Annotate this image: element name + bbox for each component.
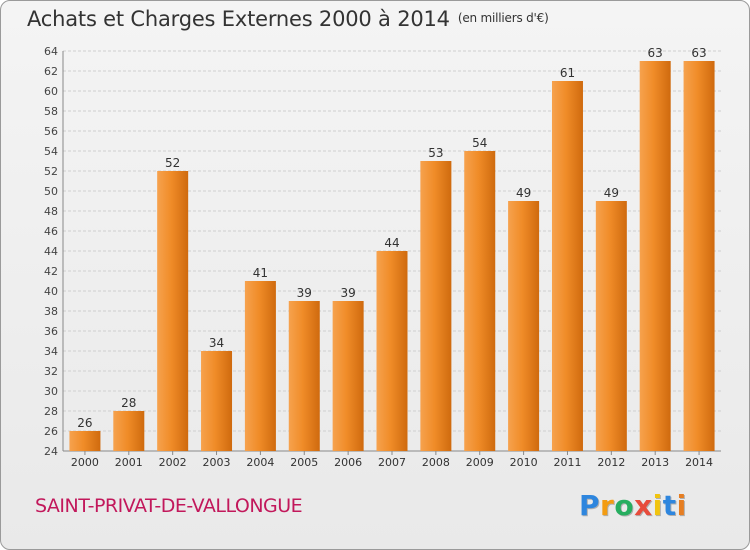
bar — [508, 201, 540, 451]
bar — [551, 81, 583, 451]
bar — [288, 301, 320, 451]
y-axis-ticks: 24 26 28 30 32 34 36 38 40 42 44 46 48 50 52 54 56 58 60 62… — [44, 45, 58, 458]
commune-name: SAINT-PRIVAT-DE-VALLONGUE — [35, 495, 303, 517]
y-tick-label: 24 — [44, 445, 58, 458]
logo-letter: r — [600, 489, 615, 522]
bar-value-label: 39 — [297, 286, 312, 300]
chart-title: Achats et Charges Externes 2000 à 2014 (e… — [27, 7, 549, 31]
y-tick-label: 64 — [44, 45, 58, 58]
bar-value-label: 49 — [604, 186, 619, 200]
y-tick-label: 58 — [44, 105, 58, 118]
y-tick-label: 36 — [44, 325, 58, 338]
y-tick-label: 54 — [44, 145, 58, 158]
x-tick-label: 2001 — [115, 456, 143, 469]
x-tick-label: 2009 — [466, 456, 494, 469]
logo-letter: t — [662, 489, 677, 522]
x-tick-label: 2012 — [597, 456, 625, 469]
bar-value-label: 44 — [384, 236, 399, 250]
y-tick-label: 32 — [44, 365, 58, 378]
value-labels: 26 28 52 34 41 39 39 44 53 54 49 61 49 63 63 — [77, 46, 706, 430]
bar-value-label: 63 — [691, 46, 706, 60]
y-tick-label: 52 — [44, 165, 58, 178]
y-tick-label: 40 — [44, 285, 58, 298]
bar-value-label: 63 — [648, 46, 663, 60]
y-tick-label: 34 — [44, 345, 58, 358]
chart-unit: (en milliers d'€) — [457, 11, 549, 25]
chart-title-text: Achats et Charges Externes 2000 à 2014 — [27, 7, 450, 31]
bar — [244, 281, 276, 451]
y-tick-label: 56 — [44, 125, 58, 138]
bar — [113, 411, 145, 451]
x-tick-label: 2011 — [553, 456, 581, 469]
x-tick-label: 2014 — [685, 456, 713, 469]
x-tick-label: 2010 — [510, 456, 538, 469]
bar — [332, 301, 364, 451]
y-tick-label: 50 — [44, 185, 58, 198]
bar — [683, 61, 715, 451]
y-tick-label: 44 — [44, 245, 58, 258]
bar-value-label: 53 — [428, 146, 443, 160]
x-tick-label: 2000 — [71, 456, 99, 469]
proxiti-logo[interactable]: Proxiti — [579, 489, 687, 522]
bar — [69, 431, 101, 451]
logo-letter: x — [634, 489, 653, 522]
bar — [464, 151, 496, 451]
logo-letter: i — [652, 489, 663, 522]
x-tick-label: 2004 — [246, 456, 274, 469]
bar-value-label: 41 — [253, 266, 268, 280]
x-tick-label: 2006 — [334, 456, 362, 469]
bar — [376, 251, 408, 451]
y-tick-label: 38 — [44, 305, 58, 318]
x-tick-label: 2005 — [290, 456, 318, 469]
y-tick-label: 62 — [44, 65, 58, 78]
y-tick-label: 30 — [44, 385, 58, 398]
y-tick-label: 42 — [44, 265, 58, 278]
y-tick-label: 48 — [44, 205, 58, 218]
bar-value-label: 52 — [165, 156, 180, 170]
bars — [69, 61, 715, 451]
x-tick-label: 2007 — [378, 456, 406, 469]
y-tick-label: 28 — [44, 405, 58, 418]
bar-value-label: 54 — [472, 136, 487, 150]
bar — [157, 171, 189, 451]
logo-letter: o — [614, 489, 635, 522]
bar-value-label: 61 — [560, 66, 575, 80]
bar-value-label: 49 — [516, 186, 531, 200]
bar — [201, 351, 233, 451]
x-tick-label: 2002 — [159, 456, 187, 469]
bar — [420, 161, 452, 451]
y-tick-label: 60 — [44, 85, 58, 98]
bar — [639, 61, 671, 451]
x-tick-label: 2008 — [422, 456, 450, 469]
x-tick-label: 2013 — [641, 456, 669, 469]
logo-letter: P — [579, 489, 601, 522]
bar-value-label: 39 — [340, 286, 355, 300]
logo-letter: i — [676, 489, 687, 522]
y-tick-label: 26 — [44, 425, 58, 438]
bar-value-label: 26 — [77, 416, 92, 430]
x-tick-label: 2003 — [203, 456, 231, 469]
bar-value-label: 34 — [209, 336, 224, 350]
bar-value-label: 28 — [121, 396, 136, 410]
y-tick-label: 46 — [44, 225, 58, 238]
bar — [595, 201, 627, 451]
x-axis-ticks: 2000 2001 2002 2003 2004 2005 2006 2007 2008 2009… — [71, 451, 713, 469]
